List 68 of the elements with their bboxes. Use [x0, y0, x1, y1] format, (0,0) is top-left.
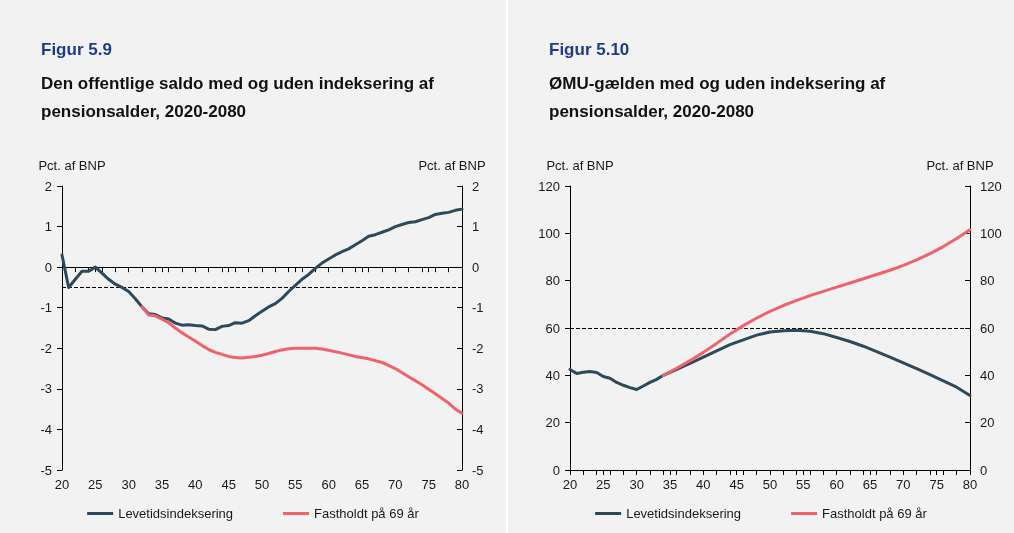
- y2-tick-label: 40: [980, 367, 995, 383]
- x-tick-label: 65: [862, 477, 878, 492]
- y2-axis-title: Pct. af BNP: [926, 158, 994, 173]
- y-tick-label: -4: [40, 421, 52, 437]
- x-tick-label: 55: [288, 477, 303, 492]
- x-tick-label: 70: [388, 477, 403, 492]
- y-tick-label: 100: [538, 225, 560, 241]
- x-tick-label: 80: [962, 477, 978, 492]
- y-tick-label: 1: [44, 219, 52, 235]
- y-axis-title: Pct. af BNP: [546, 158, 614, 173]
- x-tick-label: 40: [188, 477, 203, 492]
- x-tick-label: 60: [321, 477, 336, 492]
- y-tick-label: 0: [552, 462, 560, 478]
- x-tick-label: 45: [729, 477, 744, 492]
- y-tick-label: -5: [40, 462, 52, 478]
- x-tick-label: 30: [629, 477, 644, 492]
- legend-label: Levetidsindeksering: [118, 506, 234, 521]
- y2-tick-label: -2: [472, 340, 484, 356]
- y-tick-label: 120: [538, 178, 560, 194]
- x-tick-label: 25: [88, 477, 103, 492]
- x-tick-label: 55: [796, 477, 811, 492]
- legend-label: Fastholdt på 69 år: [314, 506, 420, 521]
- x-tick-label: 35: [662, 477, 678, 492]
- y-tick-label: -3: [40, 381, 52, 397]
- y2-tick-label: -3: [472, 381, 484, 397]
- x-tick-label: 70: [896, 477, 911, 492]
- x-tick-label: 50: [254, 477, 270, 492]
- x-tick-label: 60: [829, 477, 844, 492]
- y2-tick-label: 2: [472, 178, 480, 194]
- x-tick-label: 45: [221, 477, 236, 492]
- x-tick-label: 20: [562, 477, 578, 492]
- x-tick-label: 75: [421, 477, 436, 492]
- legend-label: Fastholdt på 69 år: [822, 506, 928, 521]
- y-tick-label: 0: [44, 259, 52, 275]
- x-tick-label: 35: [154, 477, 170, 492]
- y2-tick-label: 20: [980, 415, 995, 431]
- y-tick-label: 80: [545, 273, 560, 289]
- y-tick-label: 40: [545, 367, 560, 383]
- x-tick-label: 80: [454, 477, 470, 492]
- x-tick-label: 40: [696, 477, 711, 492]
- chart-title: Figur 5.10: [549, 40, 630, 59]
- x-tick-label: 25: [596, 477, 611, 492]
- y-axis-title: Pct. af BNP: [38, 158, 106, 173]
- y2-tick-label: -4: [472, 421, 484, 437]
- chart-title: Figur 5.9: [41, 40, 112, 59]
- y2-tick-label: 80: [980, 273, 995, 289]
- x-tick-label: 30: [121, 477, 136, 492]
- x-tick-label: 75: [929, 477, 944, 492]
- y2-tick-label: 0: [980, 462, 988, 478]
- chart-subtitle: ØMU-gælden med og uden indeksering af pensionsalder, 2020-2080: [549, 73, 890, 121]
- legend-label: Levetidsindeksering: [626, 506, 742, 521]
- y2-tick-label: 0: [472, 259, 480, 275]
- y2-tick-label: 1: [472, 219, 480, 235]
- y2-tick-label: -1: [472, 300, 484, 316]
- x-tick-label: 65: [354, 477, 370, 492]
- y2-tick-label: 100: [980, 225, 1002, 241]
- y2-tick-label: 120: [980, 178, 1002, 194]
- x-tick-label: 20: [54, 477, 70, 492]
- y2-tick-label: 60: [980, 320, 995, 336]
- y2-axis-title: Pct. af BNP: [418, 158, 486, 173]
- y-tick-label: 20: [545, 415, 560, 431]
- y-tick-label: 60: [545, 320, 560, 336]
- y-tick-label: -1: [40, 300, 52, 316]
- y-tick-label: 2: [44, 178, 52, 194]
- x-tick-label: 50: [762, 477, 778, 492]
- chart-subtitle: Den offentlige saldo med og uden indeksering af pensionsalder, 2020-2080: [41, 73, 439, 121]
- y-tick-label: -2: [40, 340, 52, 356]
- y2-tick-label: -5: [472, 462, 484, 478]
